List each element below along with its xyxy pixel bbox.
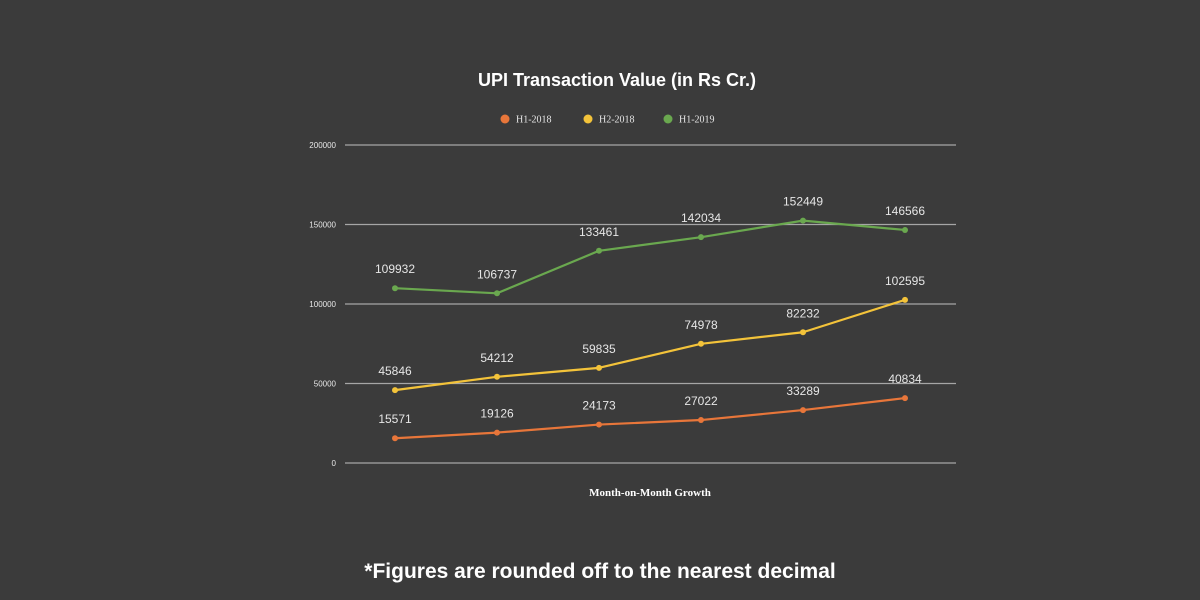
legend-marker [583,114,593,124]
data-point [800,407,806,414]
legend: H1-2018 H2-2018 H1-2019 [500,114,715,126]
data-label: 102595 [885,274,925,288]
data-label: 33289 [786,384,820,398]
series-line [394,298,906,392]
legend-label: H1-2019 [679,115,715,126]
data-point [698,417,704,424]
y-tick-label: 0 [332,459,337,468]
legend-label: H1-2018 [516,115,552,126]
data-point [596,247,602,254]
data-label: 109932 [375,262,415,276]
data-label: 59835 [582,342,616,356]
data-label: 82232 [786,306,820,320]
data-label: 45846 [378,364,412,378]
data-label: 54212 [480,351,514,365]
legend-marker [663,114,673,124]
data-point [392,387,398,394]
data-point [800,329,806,336]
chart-title: UPI Transaction Value (in Rs Cr.) [478,70,756,90]
series-line [394,219,906,295]
data-point [902,395,908,402]
data-point [698,234,704,241]
data-point [800,217,806,224]
footnote: *Figures are rounded off to the nearest … [364,560,836,583]
data-point [902,296,908,303]
data-label: 27022 [684,394,718,408]
y-axis-ticks: 0 50000 100000 150000 200000 [309,141,336,468]
y-tick-label: 150000 [309,221,336,230]
series-lines [392,217,908,442]
data-label: 142034 [681,211,721,225]
data-labels: 15571 19126 24173 27022 33289 40834 45846 54212… [375,195,925,427]
data-label: 24173 [582,399,616,413]
data-point [902,226,908,233]
y-tick-label: 50000 [314,380,337,389]
data-point [698,340,704,347]
data-label: 15571 [378,412,412,426]
data-label: 74978 [684,318,718,332]
data-point [596,364,602,371]
gridlines [345,144,956,464]
data-point [494,429,500,436]
legend-label: H2-2018 [599,115,635,126]
data-label: 152449 [783,195,823,209]
data-point [596,421,602,428]
y-tick-label: 100000 [309,300,336,309]
data-label: 19126 [480,407,514,421]
data-label: 133461 [579,225,619,239]
data-point [392,435,398,442]
data-label: 40834 [888,372,922,386]
data-point [494,373,500,380]
y-tick-label: 200000 [309,141,336,150]
data-point [494,290,500,297]
data-label: 146566 [885,204,925,218]
data-point [392,285,398,292]
x-axis-label: Month-on-Month Growth [589,487,711,499]
data-label: 106737 [477,267,517,281]
legend-marker [500,114,510,124]
series-line [394,396,906,440]
